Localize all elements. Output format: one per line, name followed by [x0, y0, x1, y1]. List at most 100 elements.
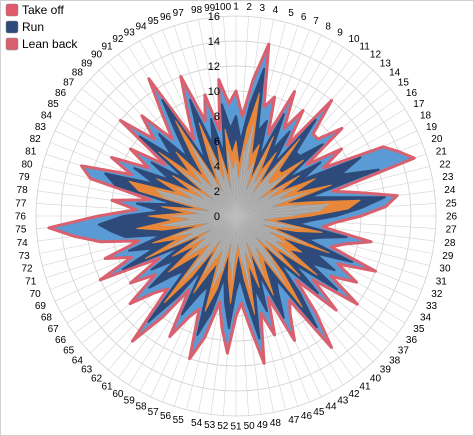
category-label-90: 90 — [91, 50, 103, 61]
category-label-1: 1 — [233, 2, 239, 13]
category-label-10: 10 — [349, 34, 361, 45]
category-label-28: 28 — [444, 238, 456, 249]
inner-spoke-30 — [235, 215, 282, 228]
category-label-77: 77 — [15, 198, 27, 209]
category-label-71: 71 — [25, 276, 37, 287]
category-label-63: 63 — [81, 365, 93, 376]
inner-spoke-58 — [215, 215, 237, 259]
inner-spoke-38 — [235, 215, 284, 262]
category-label-56: 56 — [160, 411, 172, 422]
inner-spoke-36 — [235, 215, 297, 261]
inner-spoke-100 — [232, 169, 237, 217]
inner-spoke-32 — [235, 215, 306, 244]
legend-item-lean-back: Lean back — [5, 37, 78, 51]
inner-spoke-6 — [235, 162, 254, 217]
category-label-97: 97 — [173, 8, 185, 19]
inner-spoke-82 — [192, 198, 237, 217]
category-label-51: 51 — [230, 422, 242, 433]
category-label-18: 18 — [420, 110, 432, 121]
category-label-40: 40 — [370, 373, 382, 384]
category-label-11: 11 — [359, 42, 370, 53]
category-labels: 1 2 3 4 5 6 7 891011121314151617181920212223242… — [15, 2, 458, 433]
r-tick-4: 4 — [214, 161, 220, 173]
inner-spoke-25 — [235, 210, 321, 217]
legend-swatch-run — [5, 20, 19, 34]
inner-spoke-33 — [235, 215, 271, 233]
legend-label-lean-back: Lean back — [22, 37, 78, 51]
inner-spoke-48 — [235, 215, 251, 290]
inner-spoke-63 — [210, 215, 237, 244]
inner-spoke-61 — [202, 215, 237, 262]
category-label-58: 58 — [135, 402, 147, 413]
category-label-69: 69 — [35, 301, 47, 312]
category-label-30: 30 — [439, 264, 451, 275]
inner-spoke-73 — [180, 215, 237, 227]
inner-spoke-50 — [235, 215, 239, 245]
category-label-34: 34 — [420, 313, 432, 324]
category-label-9: 9 — [337, 28, 343, 39]
inner-spoke-71 — [173, 215, 237, 237]
category-label-91: 91 — [101, 42, 113, 53]
inner-spoke-84 — [202, 197, 237, 217]
inner-spoke-81 — [155, 189, 237, 217]
legend-swatch-take-off — [5, 3, 19, 17]
category-label-78: 78 — [17, 185, 29, 196]
category-label-29: 29 — [442, 251, 454, 262]
category-label-39: 39 — [380, 365, 392, 376]
inner-spoke-27 — [235, 215, 274, 219]
category-label-88: 88 — [72, 68, 84, 79]
inner-spoke-62 — [182, 215, 237, 282]
inner-spoke-53 — [229, 215, 237, 263]
inner-spoke-14 — [235, 183, 271, 217]
inner-spoke-60 — [220, 215, 237, 240]
category-label-96: 96 — [160, 12, 172, 23]
inner-spoke-56 — [212, 215, 237, 288]
category-label-32: 32 — [431, 289, 443, 300]
category-label-35: 35 — [413, 324, 425, 335]
category-label-6: 6 — [301, 12, 307, 23]
category-label-21: 21 — [436, 147, 448, 158]
category-label-25: 25 — [446, 198, 458, 209]
category-label-62: 62 — [91, 373, 103, 384]
radial-tick-labels: 0 2 4 6 8 10 12 14 16 — [208, 11, 220, 223]
inner-spoke-93 — [222, 191, 237, 217]
inner-spoke-87 — [178, 168, 237, 217]
r-tick-6: 6 — [214, 136, 220, 148]
inner-spoke-16 — [235, 199, 259, 217]
inner-spoke-59 — [204, 215, 237, 274]
inner-spoke-4 — [235, 123, 254, 217]
inner-spoke-66 — [205, 215, 237, 239]
category-label-85: 85 — [48, 99, 60, 110]
inner-spoke-3 — [235, 150, 245, 217]
category-label-89: 89 — [81, 58, 93, 69]
category-label-4: 4 — [273, 5, 279, 16]
inner-spoke-19 — [235, 187, 296, 217]
category-label-87: 87 — [63, 78, 75, 89]
r-tick-8: 8 — [214, 111, 220, 123]
category-label-5: 5 — [288, 8, 294, 19]
inner-spoke-44 — [235, 215, 265, 276]
inner-spoke-77 — [198, 213, 237, 217]
legend-item-take-off: Take off — [5, 3, 64, 17]
category-label-76: 76 — [15, 212, 27, 223]
inner-spoke-91 — [202, 170, 237, 217]
category-label-82: 82 — [30, 134, 42, 145]
inner-spoke-40 — [235, 215, 273, 260]
inner-spoke-2 — [235, 178, 239, 217]
inner-spoke-11 — [235, 193, 253, 217]
category-label-33: 33 — [426, 301, 438, 312]
inner-spoke-5 — [235, 170, 248, 217]
inner-spoke-37 — [235, 215, 266, 241]
category-label-99: 99 — [204, 3, 216, 14]
category-label-54: 54 — [191, 418, 203, 429]
inner-spoke-89 — [190, 168, 237, 217]
category-label-26: 26 — [446, 212, 458, 223]
legend-label-run: Run — [22, 20, 44, 34]
inner-spoke-85 — [188, 185, 237, 217]
category-label-42: 42 — [349, 389, 361, 400]
category-label-86: 86 — [55, 88, 67, 99]
inner-spoke-72 — [208, 215, 237, 224]
category-label-83: 83 — [35, 122, 47, 133]
category-label-53: 53 — [204, 420, 216, 431]
category-label-13: 13 — [380, 58, 392, 69]
